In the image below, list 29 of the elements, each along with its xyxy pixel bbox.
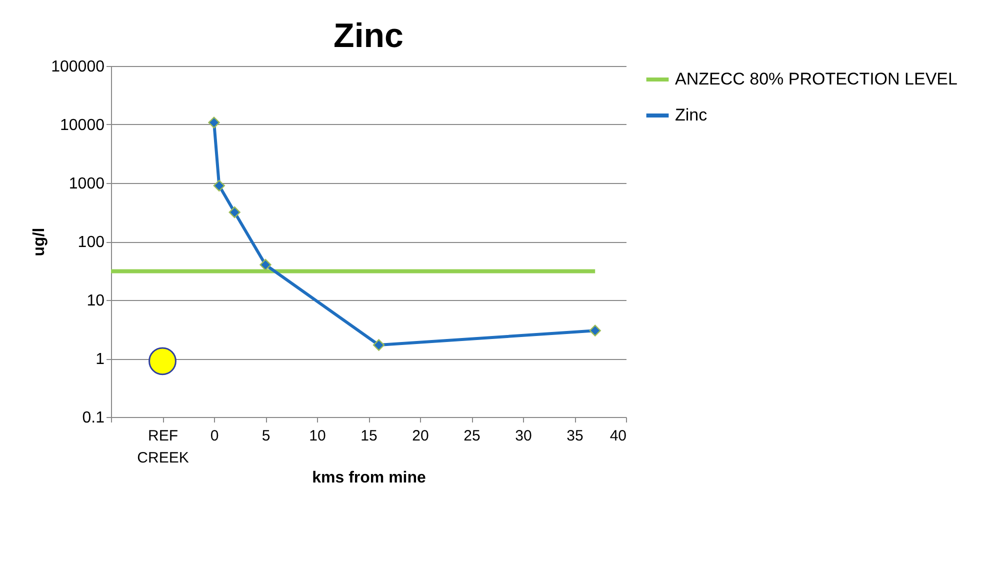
point	[589, 324, 601, 336]
point	[228, 206, 240, 218]
x-tick-label: 30	[515, 428, 532, 444]
point	[372, 339, 385, 351]
y-tick-label: 1000	[68, 176, 105, 192]
chart-title: Zinc	[334, 17, 404, 55]
x-tick-label: 5	[262, 428, 270, 444]
x-tick-label: 20	[412, 428, 429, 444]
x-axis-title: kms from mine	[312, 470, 426, 486]
y-tick-label: 100	[78, 234, 105, 251]
legend-label: Zinc	[675, 106, 708, 124]
x-tick-label: 0	[210, 428, 219, 444]
y-tick-label: 10	[86, 292, 105, 310]
point	[208, 116, 220, 128]
x-tick-label: 40	[610, 428, 626, 444]
y-tick-label: 0.1	[82, 410, 105, 426]
y-axis-title: ug/l	[31, 228, 48, 256]
point	[148, 347, 176, 376]
y-tick-label: 100000	[51, 58, 105, 76]
x-tick-label: 15	[360, 428, 378, 444]
point	[213, 180, 225, 192]
x-tick-label: REF CREEK	[137, 428, 189, 466]
point	[260, 258, 272, 271]
legend-label: ANZECC 80% PROTECTION LEVEL	[675, 70, 958, 88]
y-tick-label: 1	[96, 351, 105, 368]
x-tick-label: 25	[464, 428, 480, 444]
y-tick-label: 10000	[60, 117, 105, 134]
x-tick-label: 35	[566, 428, 584, 444]
x-tick-label: 10	[309, 428, 326, 444]
